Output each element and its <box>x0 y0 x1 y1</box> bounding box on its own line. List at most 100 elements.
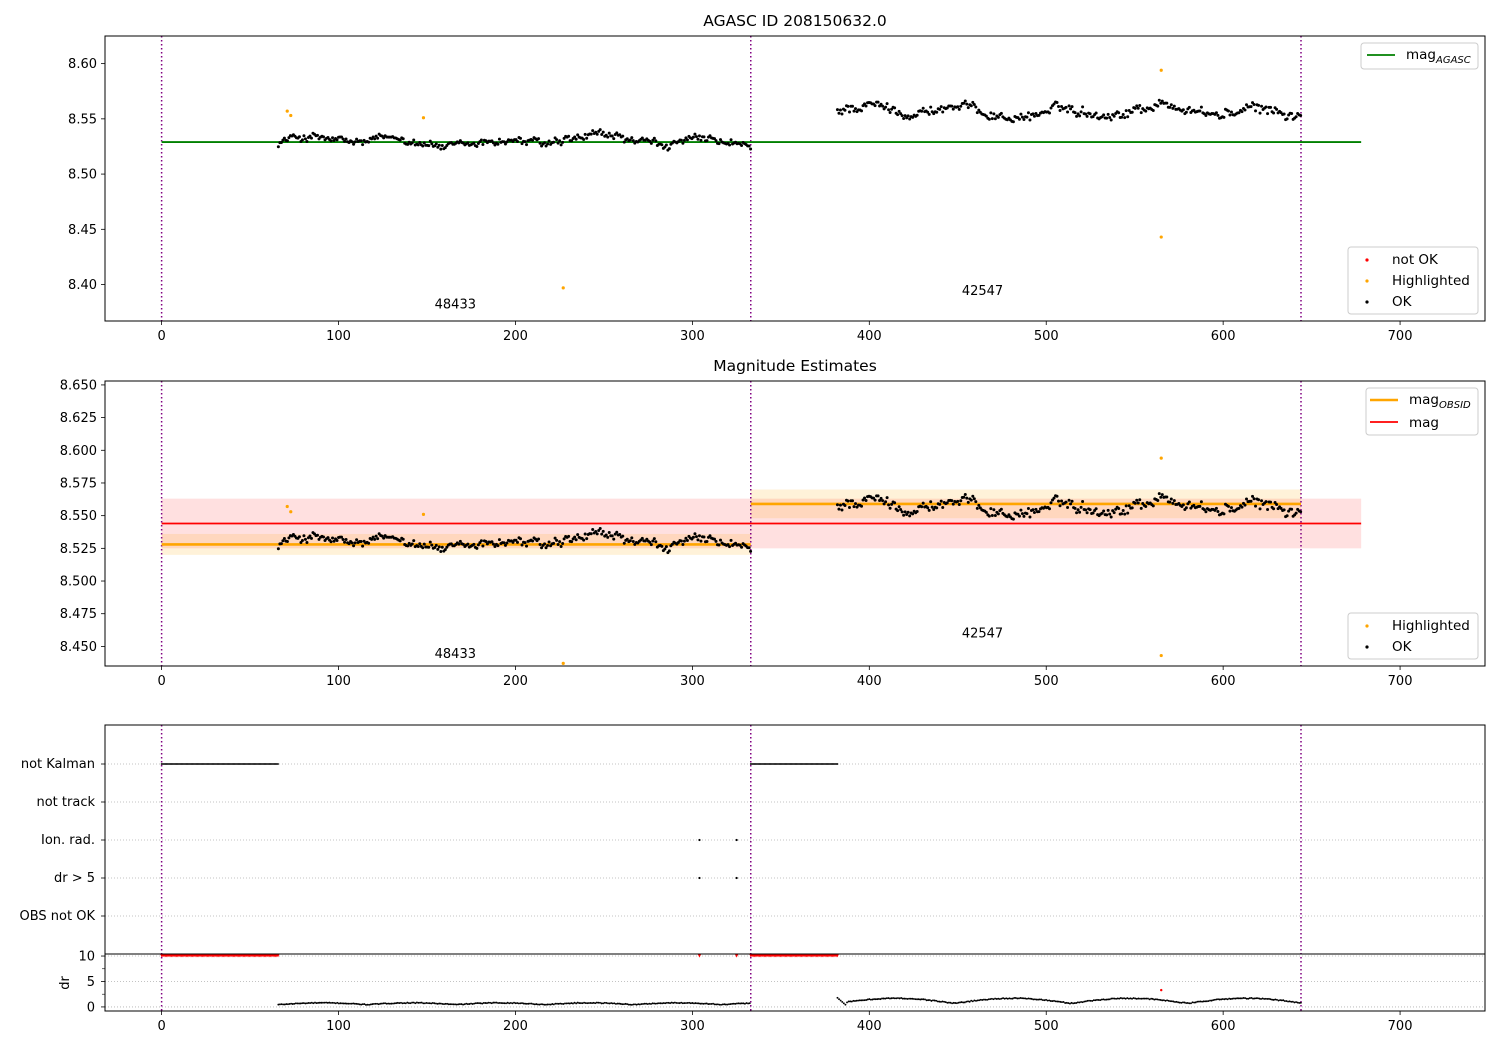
dr-point <box>1253 997 1256 1000</box>
ok-point <box>1032 114 1036 118</box>
dr-point <box>463 1003 466 1006</box>
flag-point <box>200 763 203 765</box>
ok-point <box>893 106 897 110</box>
ok-point <box>1160 99 1164 103</box>
ok-point <box>903 114 907 118</box>
ok-point <box>567 534 571 538</box>
ok-point <box>1198 504 1202 508</box>
dr-point <box>1182 1001 1184 1004</box>
dr-point <box>536 1003 539 1006</box>
dr-point <box>1075 1002 1078 1004</box>
dr-point <box>516 1002 519 1004</box>
dr-point <box>908 997 911 1000</box>
dr-point <box>1056 1000 1059 1003</box>
dr-point <box>611 1002 614 1005</box>
dr-point <box>279 1003 281 1006</box>
dr-point <box>857 999 860 1002</box>
ok-point <box>1156 104 1160 108</box>
ok-point <box>1011 517 1015 521</box>
ok-point <box>728 545 732 549</box>
dr-point <box>1212 999 1215 1001</box>
flag-point <box>197 763 200 765</box>
dr-point <box>957 1001 960 1004</box>
flag-point <box>756 763 758 765</box>
ok-point <box>975 111 979 115</box>
dr-point <box>1073 1002 1076 1005</box>
flag-point <box>753 763 756 765</box>
ok-point <box>1034 112 1038 116</box>
ok-point <box>591 129 595 133</box>
dr-point <box>917 998 920 1001</box>
ok-point <box>1169 497 1173 501</box>
flag-point <box>246 763 248 765</box>
ok-point <box>428 540 432 544</box>
dr-point <box>1150 997 1153 1000</box>
dr-point <box>844 1003 847 1006</box>
dr-point <box>345 1002 348 1005</box>
dr-point <box>1135 997 1138 1000</box>
ok-point <box>598 526 602 530</box>
ok-point <box>606 135 610 139</box>
dr-point <box>554 1002 557 1005</box>
dr-point <box>648 1002 651 1005</box>
ok-point <box>401 137 405 141</box>
flag-point <box>257 763 260 765</box>
dr-point <box>288 1003 291 1005</box>
flag-point <box>226 763 229 765</box>
ok-point <box>1075 511 1079 515</box>
flag-point <box>813 763 815 765</box>
flag-point <box>201 763 204 765</box>
ok-point <box>881 104 885 108</box>
ok-point <box>1057 499 1061 503</box>
dr-point <box>621 1003 624 1006</box>
ok-point <box>1064 500 1068 504</box>
dr-point <box>514 1002 517 1005</box>
ok-point <box>682 138 686 142</box>
ok-point <box>1079 110 1083 114</box>
dr-point <box>1029 997 1032 1000</box>
ok-point <box>601 130 605 134</box>
x-tick-label: 300 <box>680 1019 705 1034</box>
dr-point <box>290 1002 293 1005</box>
dr-point <box>1213 998 1216 1001</box>
dr-point <box>707 1003 710 1006</box>
flag-point <box>161 763 164 765</box>
ok-point <box>660 544 664 548</box>
dr-point <box>975 999 977 1002</box>
ok-point <box>543 542 547 546</box>
flag-point <box>834 763 836 765</box>
ok-point <box>559 143 563 147</box>
dr-point <box>1086 999 1089 1002</box>
ok-point <box>374 534 378 538</box>
ok-point <box>344 537 348 541</box>
dr-point <box>967 1000 969 1003</box>
dr-point <box>594 1002 597 1005</box>
ok-point <box>664 545 668 549</box>
ok-point <box>1058 108 1062 112</box>
ok-point <box>585 136 589 140</box>
ok-point <box>863 496 867 500</box>
ok-point <box>1159 495 1163 499</box>
dr-point <box>906 997 909 1000</box>
dr-point <box>984 998 987 1001</box>
ok-point <box>1243 108 1247 112</box>
ok-point <box>691 135 695 139</box>
flag-point <box>822 763 825 765</box>
ok-point <box>1124 504 1128 508</box>
flag-point <box>221 763 224 765</box>
ok-point <box>555 138 559 142</box>
dr-point <box>718 1003 721 1006</box>
ok-point <box>1017 514 1021 518</box>
dr-point <box>1088 999 1090 1002</box>
ok-point <box>906 114 910 118</box>
ok-point <box>1285 514 1289 518</box>
ok-point <box>285 139 289 143</box>
ok-point <box>941 110 945 114</box>
flag-point <box>173 763 175 765</box>
dr-point <box>661 1002 664 1005</box>
ok-point <box>708 134 712 138</box>
x-tick-label: 500 <box>1034 329 1059 344</box>
ok-point <box>1275 502 1279 506</box>
ok-point <box>430 142 434 146</box>
flag-point <box>236 763 239 765</box>
